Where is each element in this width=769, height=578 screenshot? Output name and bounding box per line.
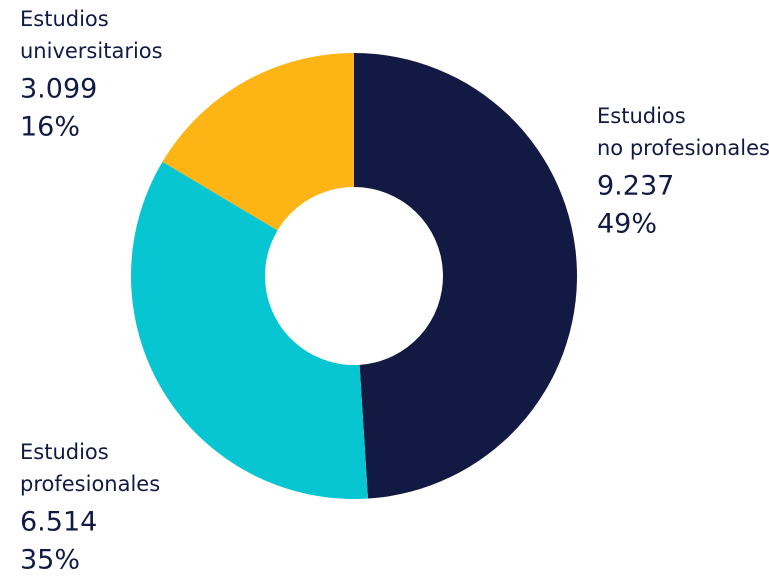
percent-label: 35% xyxy=(20,545,80,576)
percent-label: 16% xyxy=(20,112,80,143)
slice-name-line: Estudios xyxy=(20,440,109,464)
donut-slice xyxy=(131,161,368,500)
percent-label: 49% xyxy=(597,209,657,240)
slice-name-line: no profesionales xyxy=(597,136,769,160)
slice-name-line: Estudios xyxy=(597,104,686,128)
slice-name: Estudios profesionales xyxy=(20,440,160,496)
value-label: 3.099 xyxy=(20,74,97,105)
slice-name-line: profesionales xyxy=(20,472,160,496)
slice-name: Estudios no profesionales xyxy=(597,104,769,160)
value-label: 6.514 xyxy=(20,507,97,538)
donut-slice xyxy=(162,53,354,231)
value-label: 9.237 xyxy=(597,171,674,202)
slice-name-line: universitarios xyxy=(20,39,163,63)
donut-slice xyxy=(354,53,577,499)
slice-name: Estudios universitarios xyxy=(20,7,163,63)
slice-name-line: Estudios xyxy=(20,7,109,31)
